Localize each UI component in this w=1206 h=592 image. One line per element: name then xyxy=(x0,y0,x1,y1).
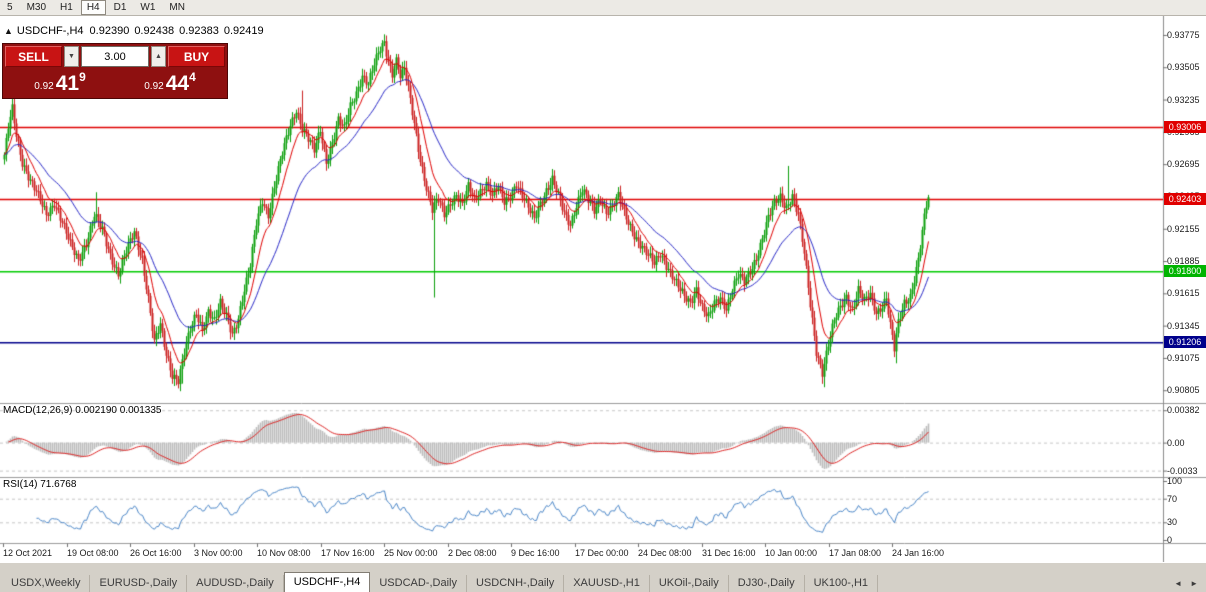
ask-price-small-digits: 0.92 xyxy=(144,81,164,92)
timeframe-button-m30[interactable]: M30 xyxy=(26,2,47,13)
chart-tab-usdcad-daily[interactable]: USDCAD-,Daily xyxy=(370,575,467,592)
ask-price-sup-digit: 4 xyxy=(189,70,196,84)
timeframe-button-5[interactable]: 5 xyxy=(7,2,13,13)
chart-tab-uk100-h1[interactable]: UK100-,H1 xyxy=(805,575,879,592)
ask-price-big-digits: 44 xyxy=(165,72,190,95)
tabs-scroll-right-icon[interactable]: ► xyxy=(1190,579,1198,588)
buy-button[interactable]: BUY xyxy=(168,46,225,67)
bid-price-small-digits: 0.92 xyxy=(34,81,54,92)
ohlc-open: 0.92390 xyxy=(89,25,130,37)
timeframe-button-w1[interactable]: W1 xyxy=(140,2,156,13)
tab-scroll-controls: ◄ ► xyxy=(1174,579,1198,588)
chart-tabs-list: USDX,Weekly EURUSD-,Daily AUDUSD-,Daily USD… xyxy=(0,572,879,592)
ask-price: 0.92 44 4 xyxy=(115,67,225,96)
one-click-collapse-icon[interactable]: ▲ xyxy=(4,26,13,36)
ohlc-close: 0.92419 xyxy=(223,25,264,37)
bid-price-sup-digit: 9 xyxy=(79,70,86,84)
timeframe-button-h1[interactable]: H1 xyxy=(60,2,73,13)
chart-title: ▲ USDCHF-,H4 0.92390 0.92438 0.92383 0.9… xyxy=(4,25,269,37)
chart-window: ▲ USDCHF-,H4 0.92390 0.92438 0.92383 0.9… xyxy=(0,16,1206,562)
chart-tab-usdchf-h4[interactable]: USDCHF-,H4 xyxy=(283,572,371,592)
macd-indicator-label: MACD(12,26,9) 0.002190 0.001335 xyxy=(3,405,162,416)
timeframe-toolbar: 5 M30 H1 H4 D1 W1 MN xyxy=(0,0,1206,16)
timeframe-button-d1[interactable]: D1 xyxy=(113,2,127,13)
chart-tab-dj30-daily[interactable]: DJ30-,Daily xyxy=(729,575,805,592)
volume-input[interactable]: 3.00 xyxy=(81,46,149,67)
chart-tab-eurusd-daily[interactable]: EURUSD-,Daily xyxy=(90,575,188,592)
chart-tabbar: USDX,Weekly EURUSD-,Daily AUDUSD-,Daily USD… xyxy=(0,562,1206,592)
chart-tab-ukoil-daily[interactable]: UKOil-,Daily xyxy=(650,575,729,592)
chart-symbol-period: USDCHF-,H4 xyxy=(16,25,84,37)
chart-tab-audusd-daily[interactable]: AUDUSD-,Daily xyxy=(187,575,284,592)
ohlc-low: 0.92383 xyxy=(179,25,219,37)
sell-button[interactable]: SELL xyxy=(5,46,62,67)
bid-price: 0.92 41 9 xyxy=(5,67,115,96)
rsi-indicator-label: RSI(14) 71.6768 xyxy=(3,479,77,490)
chart-tab-usdx-weekly[interactable]: USDX,Weekly xyxy=(2,575,91,592)
timeframe-button-h4[interactable]: H4 xyxy=(80,0,106,15)
timeframe-button-mn[interactable]: MN xyxy=(169,2,185,13)
ohlc-high: 0.92438 xyxy=(134,25,175,37)
one-click-trading-panel: SELL ▼ 3.00 ▲ BUY 0.92 41 9 0.92 44 4 xyxy=(2,43,228,99)
volume-decrease-button[interactable]: ▼ xyxy=(64,46,79,67)
chart-tab-xauusd-h1[interactable]: XAUUSD-,H1 xyxy=(564,575,650,592)
price-chart-canvas[interactable] xyxy=(0,16,1206,562)
bid-price-big-digits: 41 xyxy=(55,72,80,95)
tabs-scroll-left-icon[interactable]: ◄ xyxy=(1174,579,1183,588)
volume-increase-button[interactable]: ▲ xyxy=(151,46,166,67)
chart-tab-usdcnh-daily[interactable]: USDCNH-,Daily xyxy=(467,575,565,592)
